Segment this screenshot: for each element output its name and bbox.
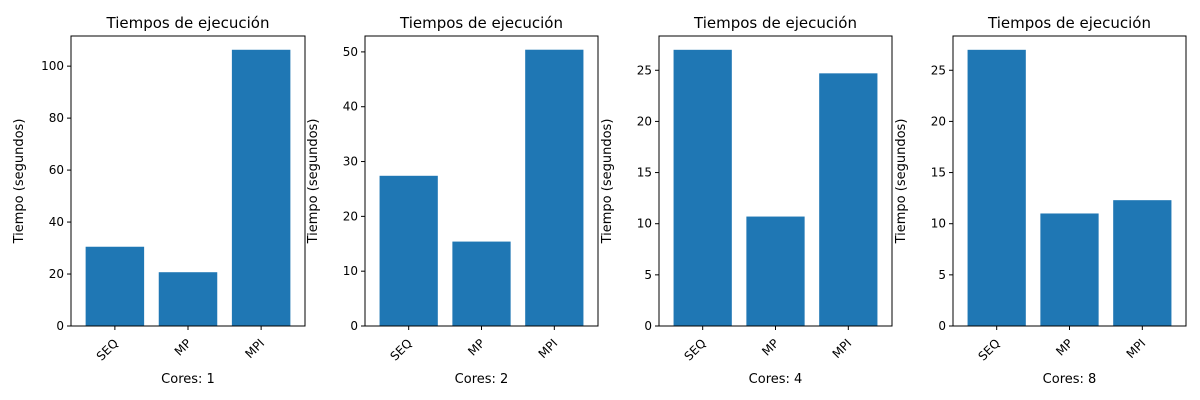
y-tick-label: 60 bbox=[49, 163, 64, 177]
x-tick-label: SEQ bbox=[681, 336, 708, 363]
bar-mp bbox=[158, 272, 218, 326]
x-tick-label: MP bbox=[465, 336, 487, 358]
y-tick-label: 40 bbox=[49, 215, 64, 229]
y-tick-label: 20 bbox=[343, 209, 358, 223]
x-tick-label: SEQ bbox=[387, 336, 414, 363]
y-tick-label: 30 bbox=[343, 155, 358, 169]
y-axis-label: Tiempo (segundos) bbox=[306, 119, 321, 245]
bar-mpi bbox=[819, 73, 878, 326]
chart-title: Tiempos de ejecución bbox=[693, 14, 857, 32]
bar-mpi bbox=[231, 49, 291, 327]
x-tick-label: MP bbox=[1053, 336, 1075, 358]
y-tick-label: 15 bbox=[931, 166, 946, 180]
y-tick-label: 15 bbox=[637, 166, 652, 180]
bar-seq bbox=[967, 49, 1026, 327]
bar-mpi bbox=[525, 49, 584, 327]
y-tick-label: 0 bbox=[644, 319, 652, 333]
y-tick-label: 0 bbox=[350, 319, 358, 333]
x-tick-label: SEQ bbox=[975, 336, 1002, 363]
y-tick-label: 20 bbox=[637, 114, 652, 128]
y-tick-label: 25 bbox=[931, 63, 946, 77]
x-tick-label: MPI bbox=[242, 336, 267, 361]
chart-title: Tiempos de ejecución bbox=[106, 14, 270, 32]
y-tick-label: 0 bbox=[938, 319, 946, 333]
y-tick-label: 0 bbox=[56, 319, 64, 333]
y-tick-label: 40 bbox=[343, 100, 358, 114]
y-tick-label: 80 bbox=[49, 111, 64, 125]
y-axis-label: Tiempo (segundos) bbox=[600, 119, 615, 245]
chart-panel-1: 0 20 40 60 80 100 SEQ MP MPI Tiempos de ejecución… bbox=[12, 14, 306, 387]
chart-panel-2: 0 10 20 30 40 50 SEQ MP MPI Tiempos de ejecución C… bbox=[306, 14, 599, 387]
chart-panel-4: 0 5 10 15 20 25 SEQ MP MPI Tiempos de ejecución Co… bbox=[894, 14, 1187, 387]
y-tick-label: 5 bbox=[938, 268, 946, 282]
chart-title: Tiempos de ejecución bbox=[987, 14, 1151, 32]
x-tick-label: MPI bbox=[830, 336, 855, 361]
y-tick-label: 20 bbox=[49, 267, 64, 281]
x-tick-label: SEQ bbox=[94, 336, 121, 363]
x-tick-label: MPI bbox=[536, 336, 561, 361]
x-tick-label: MP bbox=[172, 336, 194, 358]
chart-panel-3: 0 5 10 15 20 25 SEQ MP MPI Tiempos de ejecución Co… bbox=[600, 14, 893, 387]
x-tick-label: MP bbox=[759, 336, 781, 358]
y-tick-label: 50 bbox=[343, 45, 358, 59]
y-tick-label: 5 bbox=[644, 268, 652, 282]
bar-mp bbox=[746, 216, 805, 326]
x-axis-label: Cores: 2 bbox=[455, 372, 509, 387]
x-axis-label: Cores: 1 bbox=[161, 372, 215, 387]
x-axis-label: Cores: 4 bbox=[749, 372, 803, 387]
bar-mp bbox=[452, 241, 511, 326]
y-tick-label: 25 bbox=[637, 63, 652, 77]
bar-mp bbox=[1040, 213, 1099, 326]
x-axis-label: Cores: 8 bbox=[1043, 372, 1097, 387]
y-tick-label: 10 bbox=[637, 217, 652, 231]
bar-seq bbox=[85, 246, 145, 326]
y-tick-label: 10 bbox=[343, 264, 358, 278]
bar-mpi bbox=[1113, 200, 1172, 326]
bar-seq bbox=[379, 175, 438, 326]
y-tick-label: 100 bbox=[41, 59, 64, 73]
y-axis-label: Tiempo (segundos) bbox=[12, 119, 27, 245]
y-axis-label: Tiempo (segundos) bbox=[894, 119, 909, 245]
chart-title: Tiempos de ejecución bbox=[399, 14, 563, 32]
y-tick-label: 10 bbox=[931, 217, 946, 231]
y-tick-label: 20 bbox=[931, 114, 946, 128]
x-tick-label: MPI bbox=[1124, 336, 1149, 361]
bar-seq bbox=[673, 49, 732, 327]
